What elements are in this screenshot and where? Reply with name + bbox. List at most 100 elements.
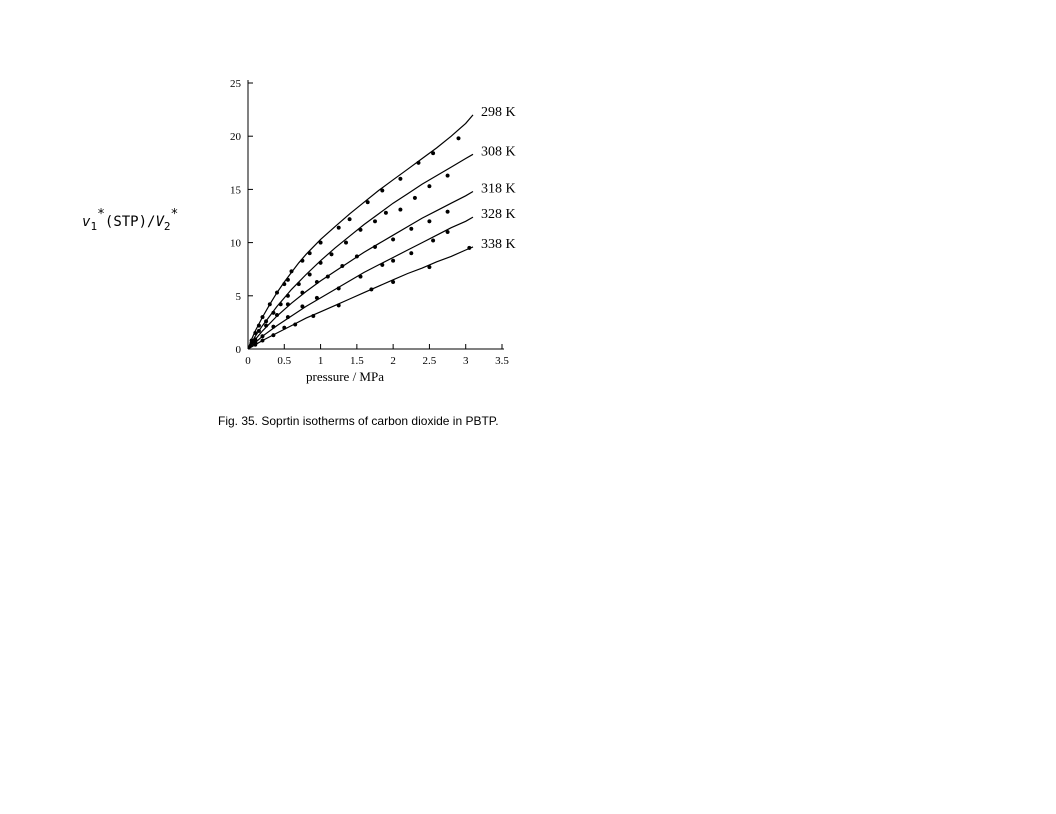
data-point [249, 340, 254, 345]
data-point [274, 312, 280, 318]
data-point [372, 219, 378, 224]
ticks: 0 0.5 1 1.5 2 2.5 3 3.5 0 5 10 15 20 25 [230, 78, 509, 367]
y-axis-title-v2: V [155, 214, 164, 230]
data-point [409, 251, 414, 256]
data-point [427, 265, 432, 270]
isotherm-curve [247, 246, 474, 350]
data-point [307, 272, 312, 277]
isotherm-curve [247, 114, 474, 350]
y-axis-title-sub1: 1 [90, 220, 98, 233]
data-point [336, 286, 341, 291]
data-point [445, 173, 450, 178]
data-point [300, 258, 305, 263]
axes [247, 80, 504, 350]
y-axis-title-v1: v [82, 214, 91, 230]
data-point [253, 330, 258, 336]
data-point [347, 217, 352, 222]
data-point [311, 313, 316, 319]
data-point [274, 290, 280, 295]
y-axis-title: v1*(STP)/V2* [82, 207, 178, 233]
data-point [427, 184, 432, 189]
figure-caption: Fig. 35. Soprtin isotherms of carbon dio… [218, 414, 499, 428]
data-point [431, 238, 436, 243]
data-point [282, 325, 287, 330]
y-tick-label: 5 [236, 291, 242, 303]
isotherm-curve [247, 216, 474, 350]
data-point [318, 240, 323, 245]
data-point [314, 279, 319, 285]
data-point [300, 304, 305, 309]
data-point [260, 334, 265, 339]
data-point [318, 260, 323, 265]
data-point [300, 290, 305, 295]
data-point [285, 277, 290, 282]
data-point [456, 136, 461, 141]
x-tick-label: 2 [390, 355, 396, 367]
x-tick-label: 1.5 [350, 355, 364, 367]
series-label: 328 K [481, 207, 516, 222]
data-point [354, 254, 359, 259]
data-point [260, 315, 265, 320]
y-axis-title-star2: * [170, 207, 179, 222]
data-points [249, 136, 472, 347]
x-tick-label: 0 [245, 355, 251, 367]
data-point [336, 225, 341, 230]
data-point [431, 151, 436, 156]
data-point [314, 295, 319, 300]
series-label: 318 K [481, 182, 516, 197]
x-tick-label: 2.5 [423, 355, 437, 367]
data-point [329, 252, 334, 257]
data-point [416, 160, 421, 165]
data-point [278, 302, 283, 307]
data-point [285, 302, 290, 307]
data-point [307, 251, 312, 256]
data-point [267, 302, 272, 307]
data-point [445, 209, 450, 214]
data-point [412, 195, 417, 200]
x-tick-label: 1 [318, 355, 324, 367]
series-label: 308 K [481, 144, 516, 159]
data-point [383, 210, 388, 215]
y-tick-label: 0 [236, 344, 242, 356]
data-point [409, 226, 414, 231]
x-axis-title: pressure / MPa [306, 369, 384, 384]
data-point [398, 207, 403, 212]
data-point [296, 282, 301, 287]
data-point [445, 229, 450, 235]
data-point [391, 237, 396, 242]
isotherm-curve [247, 153, 474, 350]
data-point [256, 323, 261, 328]
data-point [264, 319, 269, 324]
data-point [285, 315, 290, 320]
data-point [380, 188, 385, 193]
y-axis-title-sub2: 2 [163, 220, 171, 233]
x-tick-label: 0.5 [277, 355, 291, 367]
data-point [264, 323, 269, 328]
data-point [271, 324, 276, 329]
data-point [336, 303, 341, 308]
data-point [427, 219, 432, 224]
data-point [398, 176, 403, 181]
y-tick-label: 25 [230, 78, 242, 90]
data-point [282, 282, 287, 287]
data-point [391, 279, 396, 285]
isotherm-curve [247, 190, 474, 350]
data-point [253, 342, 258, 347]
y-axis-title-star1: * [97, 207, 105, 222]
data-point [271, 333, 276, 338]
series-label: 298 K [481, 105, 516, 120]
x-tick-label: 3 [463, 355, 469, 367]
data-point [325, 274, 330, 279]
data-point [391, 258, 396, 263]
y-tick-label: 20 [230, 131, 242, 143]
data-point [293, 322, 298, 327]
data-point [343, 240, 349, 245]
data-point [358, 274, 363, 279]
data-point [340, 263, 345, 269]
x-tick-label: 3.5 [495, 355, 509, 367]
data-point [289, 269, 294, 274]
data-point [358, 227, 363, 232]
data-point [260, 338, 265, 343]
data-point [365, 200, 370, 205]
